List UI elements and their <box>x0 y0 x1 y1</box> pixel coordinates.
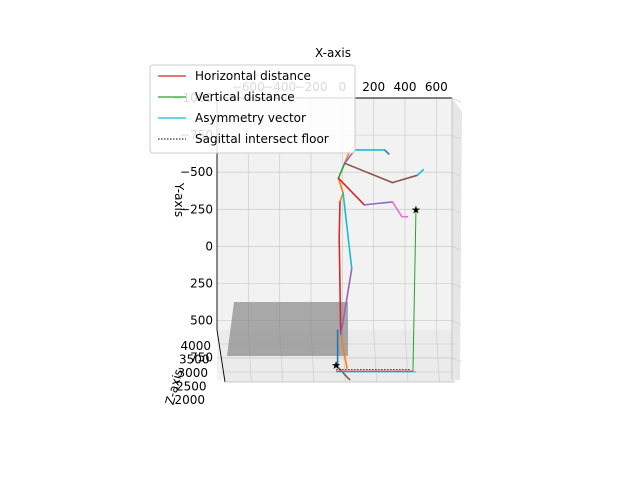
z-grid-line <box>404 329 409 383</box>
skeleton-segment <box>337 177 366 206</box>
legend-label-sagittal: Sagittal intersect floor <box>195 132 329 146</box>
y-tick-label: 750 <box>190 351 213 365</box>
right-grid-line <box>451 246 462 251</box>
skeleton-segment <box>391 174 419 184</box>
legend-box <box>149 64 356 154</box>
x-axis-label: X-axis <box>315 46 351 60</box>
legend: Horizontal distance Vertical distance As… <box>149 64 356 154</box>
skeleton-segment <box>343 162 394 184</box>
floor-plane <box>227 302 348 356</box>
skeleton-segment <box>337 177 344 194</box>
star-marker: ★ <box>411 203 421 216</box>
x-tick-label: 600 <box>425 80 448 94</box>
z-tick-label: 2500 <box>176 380 207 394</box>
skeleton-segment <box>384 149 390 155</box>
y-tick-label: −500 <box>180 165 213 179</box>
skeleton-series <box>335 149 425 381</box>
y-tick-label: 0 <box>205 239 213 253</box>
x-tick-label: 400 <box>394 80 417 94</box>
skeleton-segment <box>338 236 342 337</box>
right-grid-line <box>451 357 462 363</box>
right-grid-line <box>451 208 462 214</box>
legend-label-horizontal: Horizontal distance <box>195 69 311 83</box>
skeleton-segment <box>339 267 353 337</box>
z-tick-label: 2000 <box>174 393 205 407</box>
right-grid-line <box>451 134 462 140</box>
y-tick-label: 250 <box>190 277 213 291</box>
skeleton-segment <box>391 201 403 218</box>
z-grid-line <box>435 329 440 383</box>
right-grid-line <box>451 283 462 288</box>
y-tick-label: −250 <box>180 202 213 216</box>
right-grid-line <box>451 97 462 103</box>
x-tick-label: 200 <box>362 80 385 94</box>
legend-label-asymmetry: Asymmetry vector <box>195 111 306 125</box>
skeleton-segment <box>337 162 346 179</box>
asymmetry-segment <box>416 168 425 176</box>
skeleton-segment <box>346 376 351 381</box>
right-grid-line <box>451 171 462 177</box>
right-pane <box>452 98 462 380</box>
y-tick-label: 500 <box>190 314 213 328</box>
z-grid-line <box>373 329 378 383</box>
marker-layer: ★★ <box>331 203 421 372</box>
z-tick-label: 4000 <box>180 339 211 353</box>
star-marker: ★ <box>331 359 341 372</box>
z-tick-label: 3000 <box>177 366 208 380</box>
z-axis-line <box>216 329 226 383</box>
right-grid-line <box>451 320 462 325</box>
vertical-distance-line <box>412 209 417 372</box>
skeleton-segment <box>363 201 394 206</box>
skeleton-segment <box>338 201 341 239</box>
skeleton-segment <box>339 334 348 369</box>
y-axis-label: Y-axis <box>172 182 186 217</box>
z-tick-label: 3500 <box>179 353 210 367</box>
legend-label-vertical: Vertical distance <box>195 90 295 104</box>
skeleton-segment <box>342 192 353 270</box>
